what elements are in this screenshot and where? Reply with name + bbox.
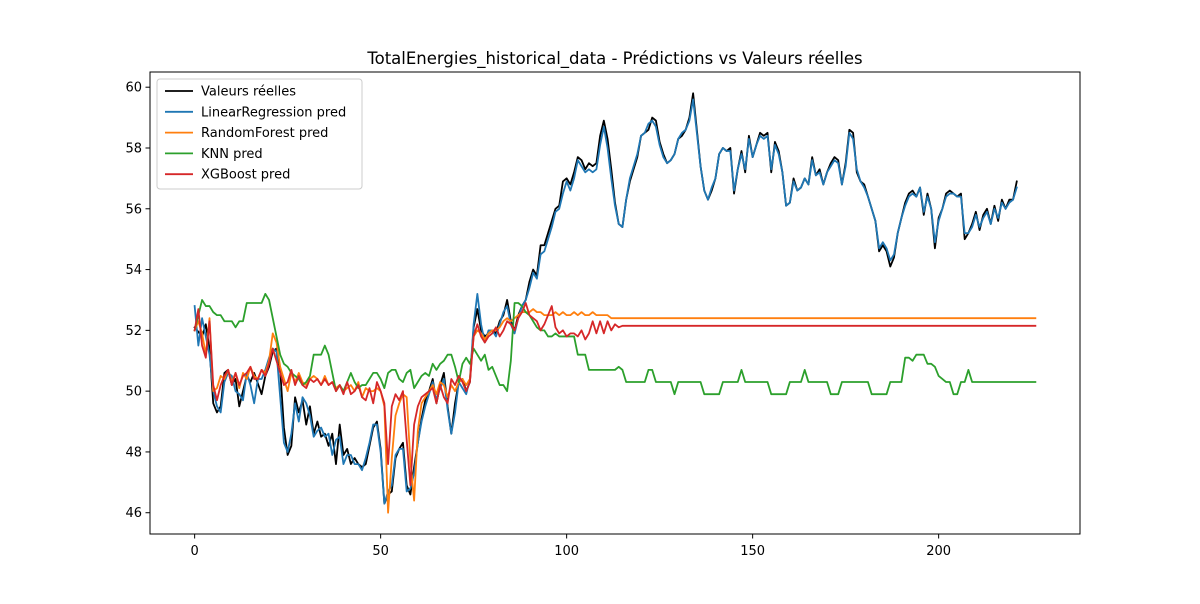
series-line-knn-pred [193,292,1037,396]
x-tick-label: 50 [372,544,389,559]
y-tick-label: 56 [125,202,142,217]
y-tick-label: 60 [125,81,142,96]
series-line-linearregression-pred [193,98,1018,505]
y-tick-label: 58 [125,141,142,156]
chart-title: TotalEnergies_historical_data - Prédicti… [366,49,862,69]
series-layer [193,92,1037,514]
x-tick-label: 0 [190,544,198,559]
x-tick-label: 150 [740,544,765,559]
legend-label-randomforest-pred: RandomForest pred [201,126,328,141]
y-tick-label: 54 [125,263,142,278]
y-tick-label: 48 [125,445,142,460]
x-tick-label: 200 [926,544,951,559]
legend-label-knn-pred: KNN pred [201,147,263,162]
series-line-valeurs-r-elles [193,92,1018,505]
legend: Valeurs réelles LinearRegression pred Rand… [156,78,363,190]
series-line-xgboost-pred [193,302,1037,487]
x-tick-label: 100 [554,544,579,559]
y-tick-label: 52 [125,324,142,339]
y-tick-label: 46 [125,506,142,521]
x-axis: 0 50 100 150 200 [190,534,951,559]
y-axis: 46 48 50 52 54 56 58 60 [125,81,150,521]
legend-box [156,78,363,190]
legend-label-valeurs-r-elles: Valeurs réelles [201,85,296,100]
y-tick-label: 50 [125,385,142,400]
plot-frame [149,71,1081,535]
legend-label-linearregression-pred: LinearRegression pred [201,105,346,120]
legend-label-xgboost-pred: XGBoost pred [201,168,290,183]
